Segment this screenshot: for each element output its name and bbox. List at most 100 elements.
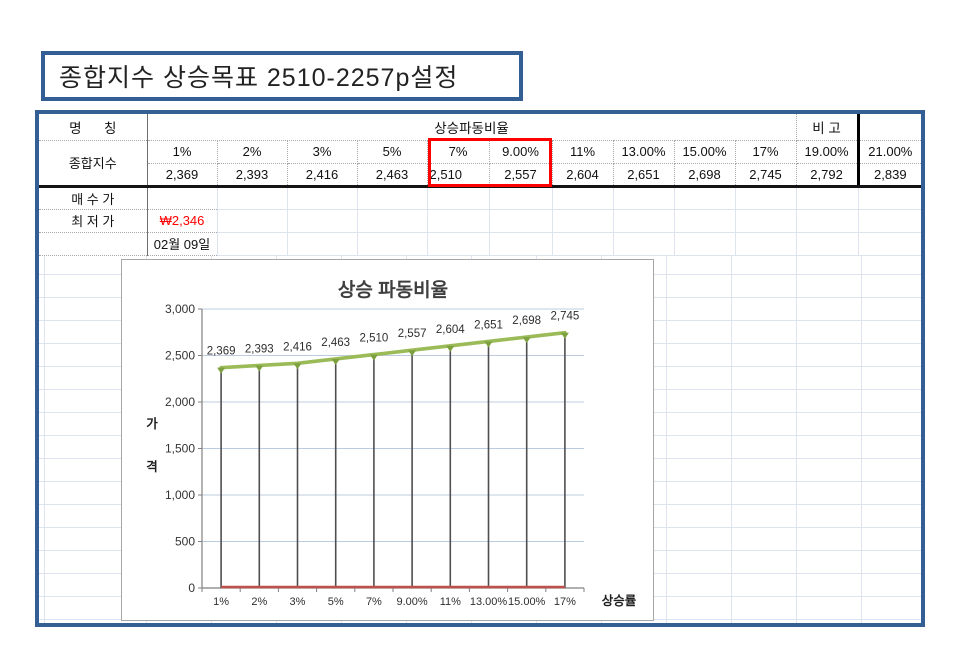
empty-cell[interactable] [426, 208, 490, 233]
empty-cell[interactable] [734, 208, 797, 233]
value-cell[interactable]: 2,369 [147, 162, 218, 188]
group-header-cell[interactable]: 상승파동비율 [146, 114, 797, 141]
empty-cell[interactable] [286, 185, 358, 210]
value-cell[interactable]: 2,839 [857, 162, 922, 188]
empty-cell[interactable] [356, 208, 428, 233]
value-cell[interactable]: 2,416 [286, 162, 358, 188]
empty-cell[interactable] [612, 208, 675, 233]
data-label: 2,369 [207, 346, 236, 358]
percent-cell[interactable]: 9.00% [488, 139, 553, 164]
empty-cell[interactable] [612, 231, 675, 256]
date-cell[interactable]: 02월 09일 [146, 231, 218, 256]
empty-cell[interactable] [216, 185, 288, 210]
data-point-marker [255, 365, 264, 372]
data-point-marker [484, 341, 493, 348]
empty-cell[interactable] [551, 185, 614, 210]
empty-cell[interactable] [286, 208, 358, 233]
empty-cell[interactable] [216, 231, 288, 256]
empty-cell[interactable] [673, 185, 736, 210]
empty-cell[interactable] [857, 185, 922, 210]
percent-cell[interactable]: 5% [356, 139, 428, 164]
value-cell[interactable]: 2,510 [426, 162, 490, 188]
data-point-marker [369, 354, 378, 361]
percent-cell[interactable]: 3% [286, 139, 358, 164]
percent-cell[interactable]: 1% [146, 139, 218, 164]
empty-cell[interactable] [795, 208, 859, 233]
x-tick-label: 3% [290, 596, 306, 608]
x-tick-label: 1% [213, 596, 229, 608]
buy-price-row: 매 수 가 [39, 185, 922, 210]
data-label: 2,698 [512, 315, 541, 327]
empty-cell[interactable] [216, 208, 288, 233]
empty-cell[interactable] [673, 231, 736, 256]
value-cell[interactable]: 2,745 [734, 162, 797, 188]
data-point-marker [560, 332, 569, 339]
y-tick-label: 2,000 [165, 395, 195, 409]
empty-cell[interactable] [286, 231, 358, 256]
percent-cell[interactable]: 19.00% [795, 139, 860, 164]
data-label: 2,393 [245, 343, 274, 355]
value-cell[interactable]: 2,604 [551, 162, 614, 188]
x-axis-title: 상승률 [602, 593, 637, 608]
data-label: 2,416 [283, 341, 312, 353]
data-label: 2,557 [398, 328, 427, 340]
empty-name-cell[interactable] [39, 231, 148, 256]
x-tick-label: 15.00% [508, 596, 546, 608]
wave-ratio-chart-svg: 0 500 1,000 1,500 2,000 2,500 3,000 2,369 2,393 2… [146, 279, 637, 608]
data-label: 2,651 [474, 319, 503, 331]
data-label: 2,745 [551, 311, 580, 323]
empty-cell[interactable] [673, 208, 736, 233]
empty-cell[interactable] [795, 185, 859, 210]
empty-cell[interactable] [551, 208, 614, 233]
value-cell[interactable]: 2,393 [216, 162, 288, 188]
x-tick-label: 11% [440, 596, 461, 608]
empty-cell[interactable] [612, 185, 675, 210]
note-header-cell[interactable]: 비 고 [795, 114, 860, 141]
low-price-value-cell[interactable]: ₩2,346 [146, 208, 218, 233]
empty-cell[interactable] [734, 231, 797, 256]
y-tick-label: 2,500 [165, 349, 195, 363]
empty-cell[interactable] [734, 185, 797, 210]
y-axis-title: 가 [146, 416, 158, 431]
table-header-row: 명 칭 상승파동비율 비 고 [39, 114, 922, 141]
empty-cell[interactable] [795, 231, 859, 256]
series-line [219, 330, 567, 370]
empty-cell[interactable] [146, 185, 218, 210]
empty-cell[interactable] [488, 231, 553, 256]
value-cell[interactable]: 2,651 [612, 162, 675, 188]
value-cell[interactable]: 2,698 [673, 162, 736, 188]
empty-cell[interactable] [356, 231, 428, 256]
empty-cell[interactable] [426, 185, 490, 210]
percent-cell[interactable]: 13.00% [612, 139, 675, 164]
x-tick-label: 17% [554, 596, 576, 608]
title-text-box[interactable]: 종합지수 상승목표 2510-2257p설정 [41, 51, 523, 101]
empty-cell[interactable] [857, 208, 922, 233]
empty-cell[interactable] [488, 185, 553, 210]
y-axis-title: 격 [146, 459, 158, 474]
name-header-cell[interactable]: 명 칭 [39, 114, 148, 141]
empty-header-cell[interactable] [857, 114, 922, 141]
percent-cell[interactable]: 15.00% [673, 139, 736, 164]
buy-label-cell[interactable]: 매 수 가 [39, 185, 148, 210]
value-cell[interactable]: 2,557 [488, 162, 553, 188]
data-label: 2,510 [360, 333, 389, 345]
empty-cell[interactable] [488, 208, 553, 233]
percent-row: 종합지수 1% 2% 3% 5% 7% 9.00% 11% 13.00% 15.00% 17% 19… [39, 139, 922, 188]
percent-cell[interactable]: 17% [734, 139, 797, 164]
empty-cell[interactable] [356, 185, 428, 210]
y-tick-label: 1,500 [165, 442, 195, 456]
percent-cell[interactable]: 2% [216, 139, 288, 164]
low-label-cell[interactable]: 최 저 가 [39, 208, 148, 233]
empty-cell[interactable] [551, 231, 614, 256]
y-tick-label: 3,000 [165, 302, 195, 316]
empty-cell[interactable] [426, 231, 490, 256]
value-cell[interactable]: 2,463 [356, 162, 428, 188]
value-cell[interactable]: 2,792 [795, 162, 860, 188]
empty-cell[interactable] [857, 231, 922, 256]
row-label-cell[interactable]: 종합지수 [39, 139, 148, 188]
percent-cell[interactable]: 11% [551, 139, 614, 164]
embedded-chart[interactable]: 0 500 1,000 1,500 2,000 2,500 3,000 2,369 2,393 2… [121, 259, 654, 621]
percent-cell[interactable]: 7% [426, 139, 490, 164]
data-point-marker [293, 363, 302, 370]
percent-cell[interactable]: 21.00% [857, 139, 922, 164]
